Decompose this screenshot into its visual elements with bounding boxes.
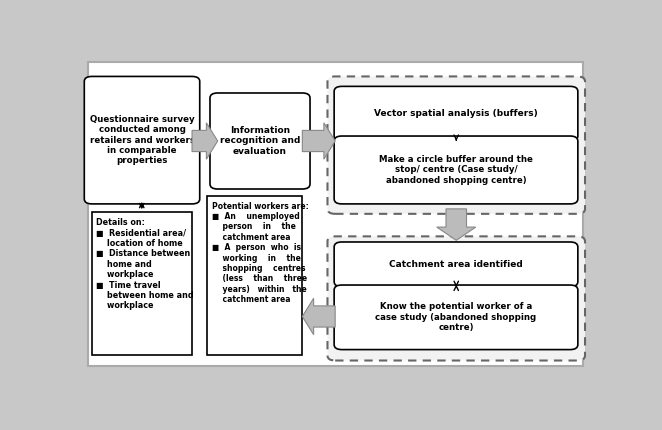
FancyBboxPatch shape [334,136,578,204]
Polygon shape [303,123,335,159]
FancyBboxPatch shape [334,242,578,287]
Polygon shape [192,123,218,159]
FancyBboxPatch shape [210,93,310,189]
FancyBboxPatch shape [334,86,578,141]
Text: Details on:
■  Residential area/
    location of home
■  Distance between
    ho: Details on: ■ Residential area/ location… [96,218,194,310]
Text: Potential workers are:
■  An    unemployed
    person    in    the
    catchment: Potential workers are: ■ An unemployed p… [212,202,308,304]
Polygon shape [303,298,335,335]
FancyBboxPatch shape [88,61,583,366]
Polygon shape [437,209,476,240]
Text: Catchment area identified: Catchment area identified [389,260,523,269]
FancyBboxPatch shape [328,77,585,214]
FancyBboxPatch shape [207,196,303,355]
FancyBboxPatch shape [92,212,192,355]
Text: Know the potential worker of a
case study (abandoned shopping
centre): Know the potential worker of a case stud… [375,302,537,332]
Text: Make a circle buffer around the
stop/ centre (Case study/
abandoned shopping cen: Make a circle buffer around the stop/ ce… [379,155,533,185]
FancyBboxPatch shape [334,285,578,350]
Text: Information
recognition and
evaluation: Information recognition and evaluation [220,126,300,156]
Text: Vector spatial analysis (buffers): Vector spatial analysis (buffers) [374,109,538,118]
FancyBboxPatch shape [84,77,200,204]
FancyBboxPatch shape [328,237,585,360]
Text: Questionnaire survey
conducted among
retailers and workers
in comparable
propert: Questionnaire survey conducted among ret… [89,115,195,166]
